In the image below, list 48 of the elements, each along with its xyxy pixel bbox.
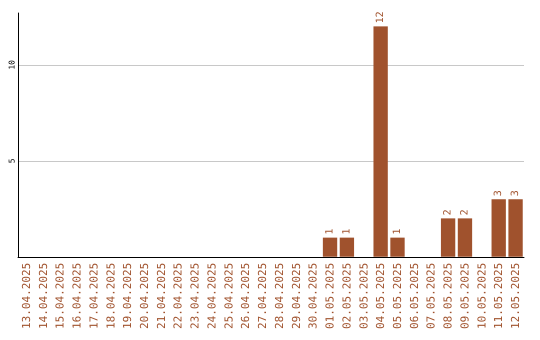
- x-tick-label: 04.05.2025: [374, 262, 388, 330]
- x-tick-label: 24.04.2025: [205, 262, 218, 330]
- bar: [508, 199, 523, 257]
- data-label: 2: [459, 209, 470, 216]
- data-label: 1: [341, 228, 352, 235]
- x-tick-label: 22.04.2025: [172, 262, 185, 330]
- data-label: 2: [442, 209, 454, 216]
- x-tick-label: 17.04.2025: [87, 262, 100, 330]
- bar: [322, 238, 338, 257]
- x-tick-label: 09.05.2025: [458, 262, 472, 330]
- x-tick-label: 06.05.2025: [408, 262, 421, 330]
- bar: [440, 218, 456, 257]
- bar: [492, 199, 506, 257]
- x-tick-label: 20.04.2025: [138, 262, 151, 330]
- bar: [340, 238, 354, 257]
- x-tick-label: 19.04.2025: [121, 262, 134, 330]
- bar: [458, 218, 472, 257]
- x-tick-label: 16.04.2025: [70, 262, 84, 330]
- x-tick-label: 01.05.2025: [324, 262, 337, 330]
- x-tick-label: 23.04.2025: [188, 262, 202, 330]
- x-tick-label: 15.04.2025: [54, 262, 67, 330]
- x-tick-label: 05.05.2025: [391, 262, 404, 330]
- x-tick-label: 10.05.2025: [475, 262, 488, 330]
- x-tick-label: 26.04.2025: [239, 262, 252, 330]
- data-label: 1: [392, 228, 403, 235]
- x-tick-label: 02.05.2025: [340, 262, 354, 330]
- x-tick-label: 21.04.2025: [154, 262, 168, 330]
- x-tick-label: 29.04.2025: [290, 262, 303, 330]
- bar: [390, 238, 405, 257]
- data-label: 1: [324, 228, 336, 235]
- y-tick-label: 10: [8, 60, 16, 70]
- x-tick-label: 13.04.2025: [20, 262, 33, 330]
- data-label: 3: [510, 190, 522, 196]
- x-tick-label: 07.05.2025: [424, 262, 438, 330]
- data-label: 3: [493, 190, 504, 196]
- x-tick-label: 30.04.2025: [306, 262, 320, 330]
- x-tick-label: 12.05.2025: [509, 262, 522, 330]
- y-tick-label: 5: [8, 158, 16, 164]
- x-tick-label: 25.04.2025: [222, 262, 236, 330]
- x-tick-label: 18.04.2025: [104, 262, 118, 330]
- x-tick-label: 08.05.2025: [442, 262, 455, 330]
- bar: [373, 26, 388, 257]
- x-tick-label: 28.04.2025: [272, 262, 286, 330]
- x-tick-label: 11.05.2025: [492, 262, 506, 330]
- x-tick-label: 14.04.2025: [36, 262, 50, 330]
- data-label: 12: [375, 11, 386, 24]
- x-tick-label: 27.04.2025: [256, 262, 270, 330]
- x-tick-label: 03.05.2025: [357, 262, 370, 330]
